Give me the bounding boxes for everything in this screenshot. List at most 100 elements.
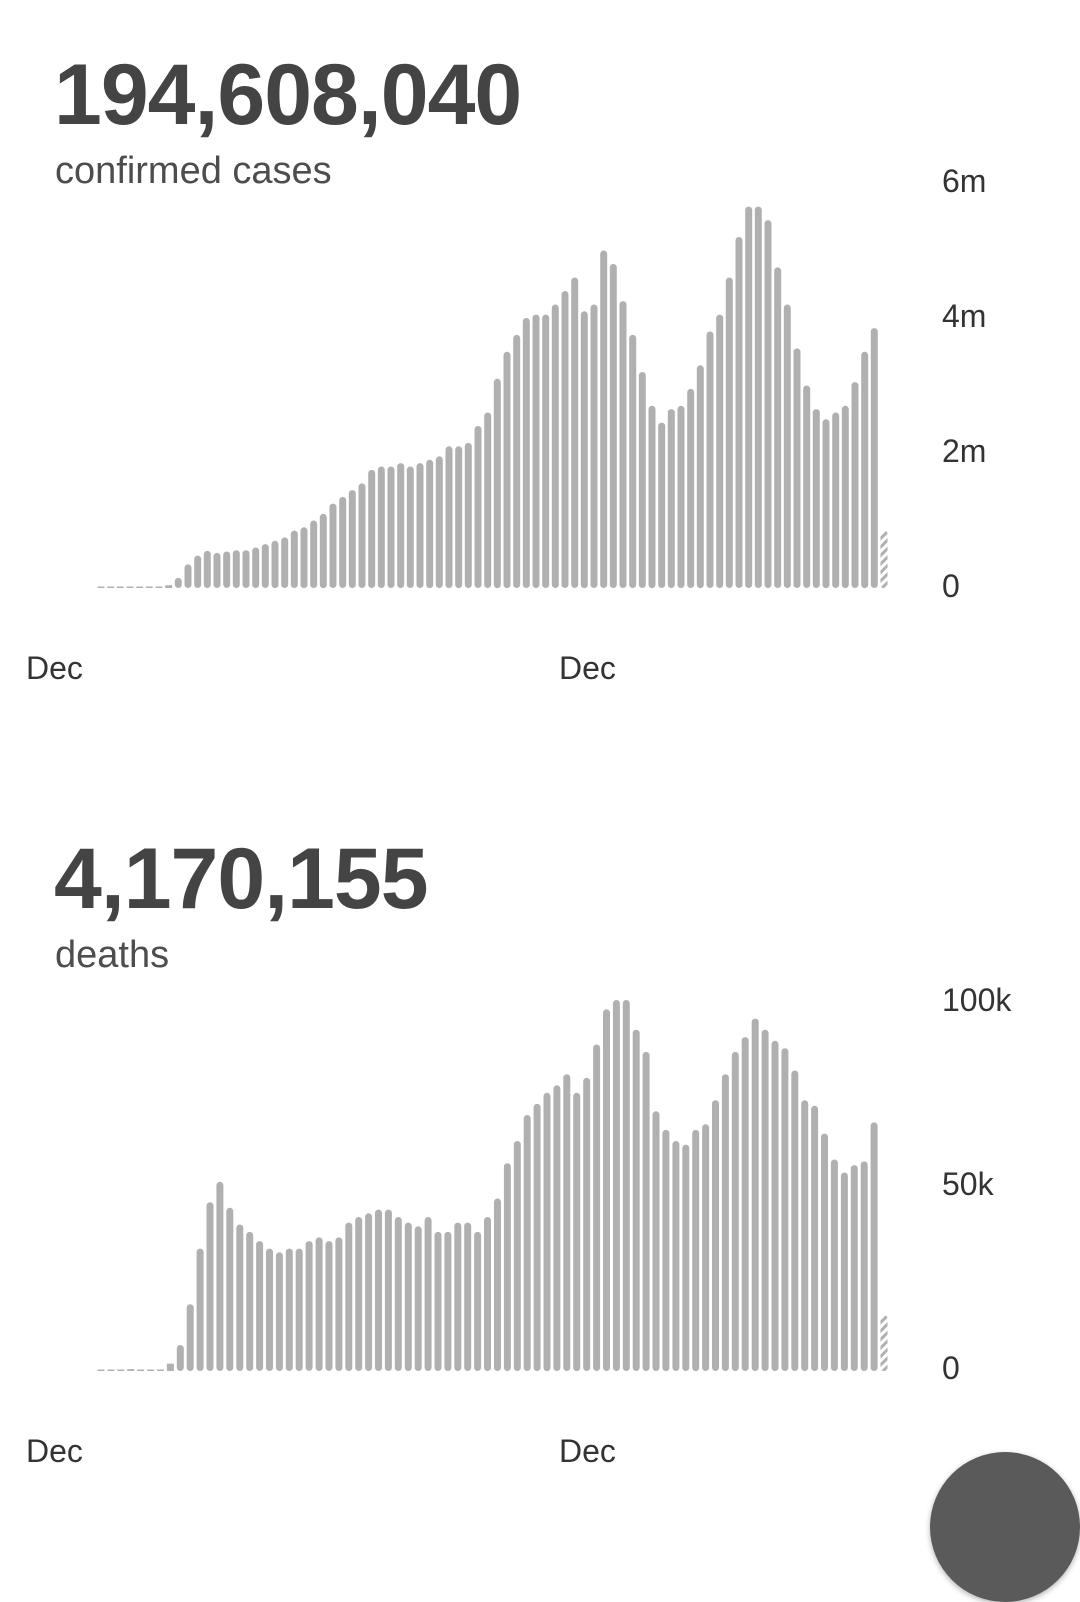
deaths-bar bbox=[553, 1085, 561, 1371]
cases-bar bbox=[145, 586, 153, 588]
deaths-bar bbox=[672, 1141, 680, 1371]
cases-bar bbox=[764, 220, 772, 588]
deaths-label: deaths bbox=[55, 934, 170, 976]
cases-bar bbox=[184, 564, 192, 588]
deaths-total: 4,170,155 bbox=[54, 831, 429, 927]
deaths-bar bbox=[484, 1217, 491, 1371]
deaths-bar bbox=[801, 1100, 809, 1371]
cases-bar bbox=[464, 442, 472, 588]
deaths-bar bbox=[622, 1000, 630, 1371]
cases-bar bbox=[832, 412, 840, 588]
cases-bar bbox=[493, 378, 501, 589]
deaths-bar bbox=[870, 1122, 878, 1371]
cases-bar bbox=[513, 334, 521, 588]
cases-y-tick-label: 0 bbox=[942, 568, 960, 604]
deaths-bar bbox=[830, 1159, 838, 1371]
cases-bar bbox=[223, 551, 231, 588]
cases-bar bbox=[783, 304, 791, 588]
deaths-bar bbox=[721, 1074, 729, 1371]
deaths-bar bbox=[365, 1213, 373, 1371]
deaths-bar bbox=[573, 1092, 581, 1372]
cases-bar bbox=[532, 314, 540, 588]
deaths-x-tick-label: Dec bbox=[26, 1433, 83, 1469]
deaths-bar bbox=[434, 1231, 442, 1371]
deaths-bar bbox=[246, 1231, 254, 1371]
cases-bar bbox=[300, 527, 308, 589]
cases-y-tick-label: 2m bbox=[942, 433, 986, 469]
cases-bar bbox=[551, 304, 559, 588]
deaths-y-tick-label: 0 bbox=[942, 1350, 960, 1386]
deaths-bar bbox=[275, 1252, 283, 1371]
cases-bar bbox=[774, 267, 782, 588]
deaths-bar bbox=[404, 1222, 412, 1371]
cases-bar bbox=[329, 503, 337, 588]
deaths-bar bbox=[414, 1226, 422, 1371]
cases-bar bbox=[358, 483, 366, 588]
cases-bar bbox=[580, 311, 588, 589]
deaths-bar bbox=[781, 1048, 789, 1371]
deaths-bar bbox=[107, 1369, 115, 1371]
cases-bar bbox=[281, 537, 289, 588]
deaths-bar bbox=[474, 1231, 482, 1371]
deaths-bar bbox=[840, 1172, 848, 1371]
cases-bar bbox=[155, 586, 163, 588]
deaths-bar bbox=[662, 1129, 670, 1372]
cases-total: 194,608,040 bbox=[54, 47, 522, 143]
cases-bar bbox=[658, 422, 666, 588]
deaths-bar bbox=[494, 1198, 501, 1371]
deaths-bar bbox=[345, 1222, 353, 1371]
deaths-chart[interactable]: 0 50k 100k Dec Dec bbox=[0, 784, 1080, 1481]
cases-bar bbox=[455, 446, 463, 589]
cases-bar bbox=[406, 466, 414, 588]
deaths-bar bbox=[335, 1237, 343, 1371]
cases-bar bbox=[725, 277, 733, 588]
deaths-bar bbox=[166, 1363, 174, 1371]
cases-bar bbox=[542, 314, 550, 588]
cases-bar bbox=[377, 466, 385, 588]
cases-bar bbox=[97, 586, 105, 588]
deaths-bar bbox=[751, 1018, 759, 1371]
deaths-bar bbox=[741, 1037, 749, 1371]
deaths-bar bbox=[513, 1141, 521, 1371]
deaths-bar bbox=[860, 1161, 868, 1371]
cases-bar bbox=[252, 547, 260, 588]
deaths-bar bbox=[533, 1103, 541, 1371]
deaths-bar bbox=[285, 1248, 293, 1371]
cases-bar bbox=[870, 328, 878, 588]
floating-action-button[interactable] bbox=[930, 1452, 1080, 1602]
cases-bar-partial bbox=[880, 530, 888, 588]
deaths-bar bbox=[375, 1209, 382, 1371]
cases-bar bbox=[319, 513, 327, 589]
deaths-bar bbox=[543, 1092, 551, 1372]
deaths-bar bbox=[583, 1077, 591, 1371]
deaths-bar bbox=[127, 1369, 135, 1371]
cases-bar bbox=[136, 586, 144, 588]
cases-bar bbox=[261, 544, 269, 588]
cases-bar bbox=[290, 530, 298, 588]
deaths-bar bbox=[325, 1241, 333, 1371]
cases-y-tick-label: 6m bbox=[942, 163, 986, 199]
cases-chart[interactable]: 0 2m 4m 6m Dec Dec bbox=[0, 0, 1080, 720]
cases-bar bbox=[435, 456, 443, 588]
deaths-bar bbox=[186, 1304, 194, 1371]
cases-bar bbox=[851, 382, 859, 588]
cases-bar bbox=[687, 388, 695, 588]
deaths-bar bbox=[632, 1029, 640, 1371]
cases-bar bbox=[397, 463, 405, 588]
cases-bar bbox=[271, 540, 279, 589]
deaths-bar bbox=[503, 1163, 511, 1371]
cases-bar bbox=[609, 264, 617, 588]
deaths-bar bbox=[811, 1105, 819, 1371]
cases-bar bbox=[232, 550, 240, 588]
cases-x-tick-label: Dec bbox=[559, 650, 616, 686]
cases-bar bbox=[648, 405, 656, 589]
cases-bar bbox=[348, 490, 356, 588]
cases-bar bbox=[522, 318, 530, 588]
cases-label: confirmed cases bbox=[55, 150, 332, 192]
deaths-bar bbox=[523, 1115, 531, 1371]
cases-bar bbox=[745, 206, 753, 588]
deaths-bar bbox=[702, 1124, 710, 1371]
deaths-bar bbox=[196, 1248, 204, 1371]
cases-bar bbox=[590, 304, 598, 588]
deaths-bar bbox=[771, 1040, 779, 1371]
